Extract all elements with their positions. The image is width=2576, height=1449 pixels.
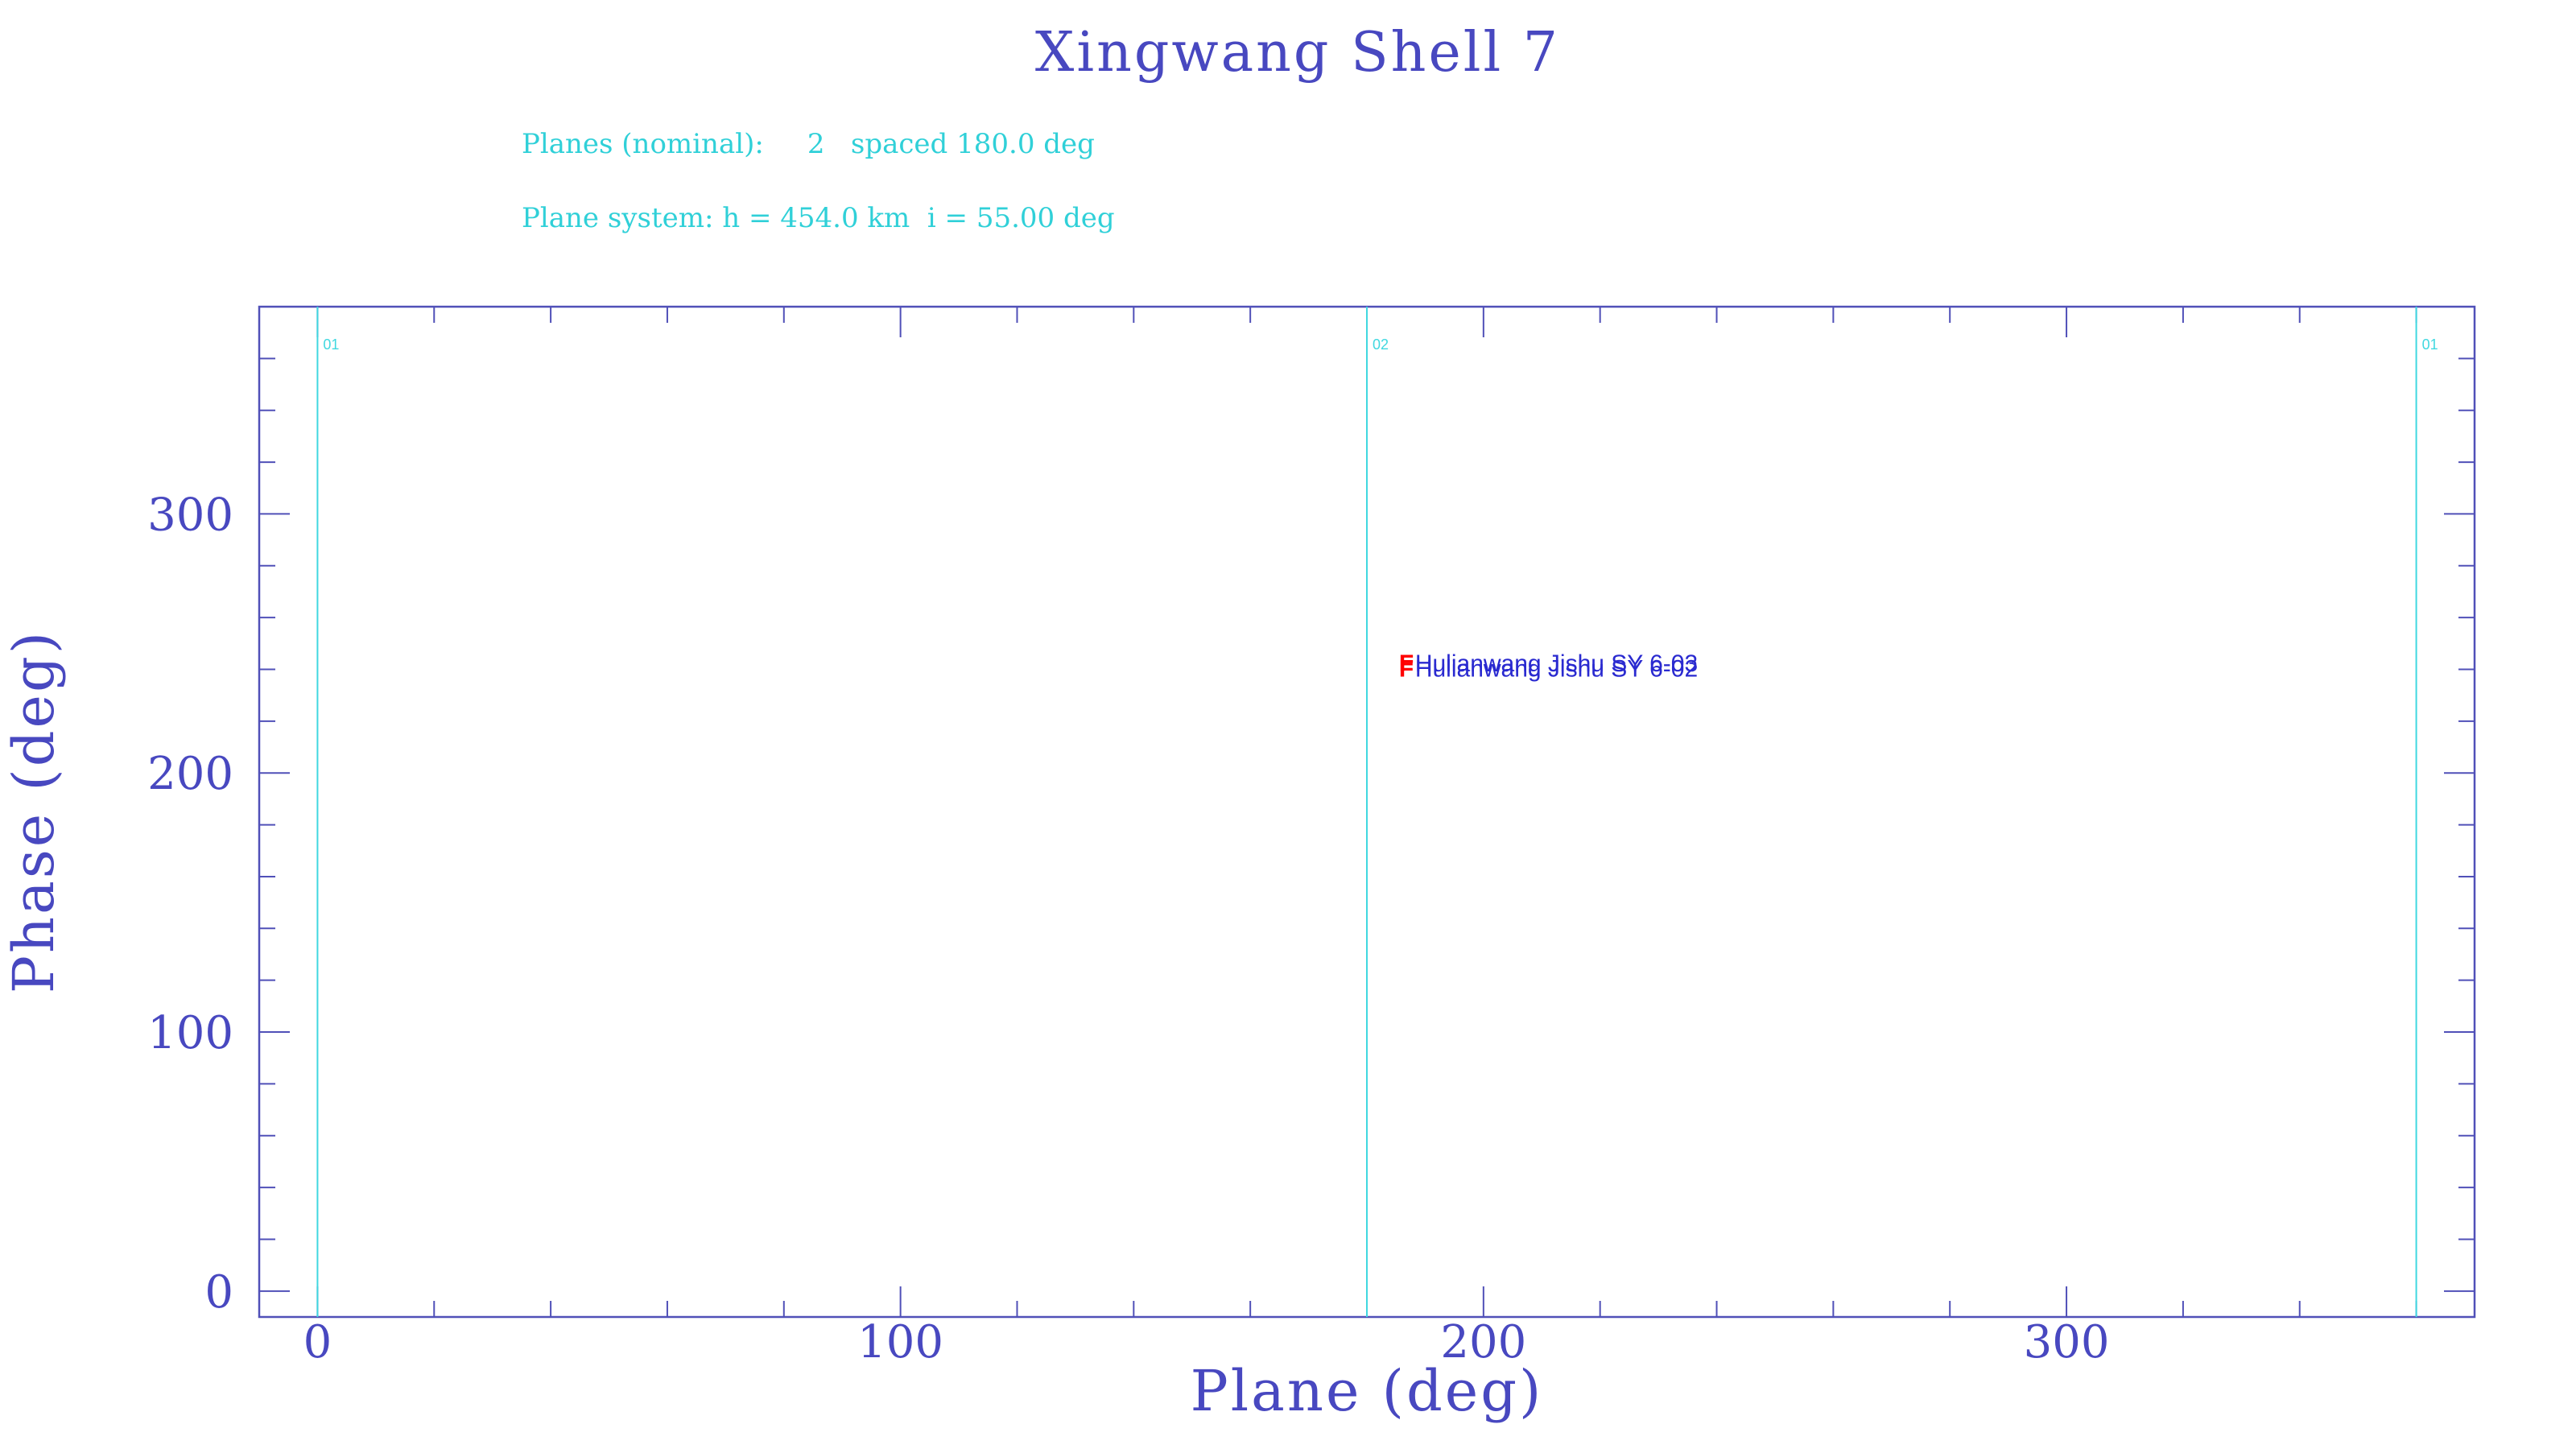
satellite-marker: F [1399, 655, 1414, 682]
y-tick-label: 200 [147, 748, 233, 800]
plane-lines: 01 02 01 [316, 307, 2438, 1317]
y-tick-labels: 0 100 200 300 [147, 489, 233, 1318]
satellite-marker: F [1399, 650, 1414, 677]
satellite-label: Hulianwang Jishu SY 6-02 [1415, 655, 1698, 682]
y-tick-label: 100 [147, 1007, 233, 1059]
satellite-points: F Hulianwang Jishu SY 6-03F Hulianwang Jis… [1399, 650, 1698, 682]
x-axis-label: Plane (deg) [1191, 1358, 1544, 1424]
y-axis-label: Phase (deg) [1, 630, 67, 993]
info-plane-system: Plane system: h = 454.0 km i = 55.00 deg [522, 202, 1115, 234]
x-tick-label: 0 [303, 1316, 332, 1368]
y-tick-label: 300 [147, 489, 233, 541]
x-tick-label: 100 [857, 1316, 943, 1368]
satellite-label: Hulianwang Jishu SY 6-03 [1415, 650, 1698, 677]
plane-label: 02 [1373, 336, 1389, 353]
info-planes-nominal: Planes (nominal): 2 spaced 180.0 deg [522, 128, 1095, 160]
x-tick-label: 300 [2024, 1316, 2110, 1368]
chart-title: Xingwang Shell 7 [1035, 21, 1560, 85]
plane-label: 01 [2422, 336, 2438, 353]
x-tick-labels: 0 100 200 300 [303, 1316, 2110, 1368]
x-tick-label: 200 [1440, 1316, 1526, 1368]
plane-label: 01 [323, 336, 339, 353]
y-tick-label: 0 [204, 1266, 233, 1319]
